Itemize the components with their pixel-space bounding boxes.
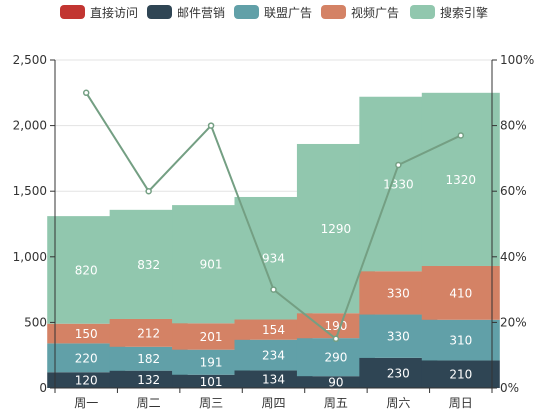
legend-item-search[interactable]: 搜索引擎 [410,4,488,20]
percent-line-point[interactable] [207,122,215,129]
legend-swatch-direct [60,5,85,19]
bar-label-email: 132 [137,373,160,387]
x-tick-label: 周四 [261,396,285,410]
bar-label-email: 101 [200,375,223,389]
percent-line-point[interactable] [395,161,402,169]
y-right-tick-label: 80% [500,119,527,133]
bar-label-video: 212 [137,326,160,340]
y-left-tick-label: 2,000 [13,119,47,133]
bar-label-video: 154 [262,323,285,337]
bar-label-video: 201 [200,330,223,344]
legend-swatch-email [147,5,172,19]
y-left-tick-label: 1,000 [13,250,47,264]
bar-email[interactable] [172,374,251,388]
bar-label-alliance: 191 [200,356,223,370]
x-tick-label: 周三 [199,396,223,410]
legend-item-email[interactable]: 邮件营销 [147,4,225,20]
bar-email[interactable] [47,372,126,388]
y-right-tick-label: 0% [500,381,519,395]
percent-line-point[interactable] [457,132,465,139]
line-layer [82,89,465,343]
bar-label-email: 210 [449,368,472,382]
bar-email[interactable] [109,370,188,388]
bar-label-alliance: 310 [449,334,472,348]
percent-line-point[interactable] [82,89,90,97]
y-left-tick-label: 500 [24,315,47,329]
percent-line-point[interactable] [332,335,340,343]
y-right-tick-label: 40% [500,250,527,264]
axis-layer: 0 0% 500 20% 1,000 40% 1,500 60% 2,000 80% 2,500 10… [13,53,535,410]
bar-label-video: 190 [324,319,347,333]
legend: 直接访问 邮件营销 联盟广告 视频广告 搜索引擎 [0,0,550,24]
bar-label-email: 90 [328,376,343,390]
bar-label-alliance: 330 [387,330,410,344]
bar-label-video: 150 [75,327,98,341]
bar-label-video: 410 [449,286,472,300]
x-tick-label: 周二 [137,396,161,410]
bar-label-search: 901 [200,258,223,272]
legend-item-video[interactable]: 视频广告 [321,4,399,20]
y-left-tick-label: 1,500 [13,184,47,198]
legend-label-video: 视频广告 [351,5,400,20]
label-layer: 120 220 150 820 132 182 212 832 101 191 201 901 134 2… [75,173,476,390]
legend-item-alliance[interactable]: 联盟广告 [234,4,312,20]
legend-label-email: 邮件营销 [177,5,226,20]
bar-label-search: 1290 [321,222,352,236]
legend-label-search: 搜索引擎 [440,5,489,20]
bar-label-alliance: 290 [324,351,347,365]
bar-alliance[interactable] [421,319,500,361]
bar-alliance[interactable] [109,346,188,371]
bar-label-email: 134 [262,373,285,387]
y-right-tick-label: 100% [500,53,534,67]
bar-label-email: 120 [75,374,98,388]
legend-swatch-alliance [234,5,259,19]
percent-line-point[interactable] [145,187,152,195]
bar-label-search: 934 [262,252,285,266]
bar-label-email: 230 [387,366,410,380]
bar-email[interactable] [234,370,313,388]
bar-video[interactable] [47,323,126,344]
y-right-tick-label: 60% [500,184,527,198]
bar-video[interactable] [234,319,313,340]
y-right-tick-label: 20% [500,315,527,329]
x-tick-label: 周六 [386,396,410,410]
x-tick-label: 周五 [324,396,348,410]
bar-label-search: 1320 [446,173,477,187]
y-left-tick-label: 0 [39,381,47,395]
bar-layer [47,92,500,388]
percent-line-point[interactable] [270,286,277,293]
bar-video[interactable] [421,265,500,320]
legend-swatch-search [410,5,435,19]
legend-item-direct[interactable]: 直接访问 [60,4,138,20]
bar-label-search: 832 [137,258,160,272]
bar-search[interactable] [421,92,500,266]
bar-email[interactable] [296,376,375,388]
legend-label-alliance: 联盟广告 [264,5,313,20]
bar-label-alliance: 234 [262,349,285,363]
x-tick-label: 周一 [74,396,98,410]
bar-label-search: 1330 [383,177,414,191]
bar-email[interactable] [421,360,500,388]
legend-label-direct: 直接访问 [90,5,139,20]
bar-label-alliance: 220 [75,351,98,365]
bar-label-video: 330 [387,286,410,300]
legend-swatch-video [321,5,346,19]
bar-label-search: 820 [75,263,98,277]
x-tick-label: 周日 [449,396,473,410]
bar-label-alliance: 182 [137,352,160,366]
y-left-tick-label: 2,500 [13,53,47,67]
